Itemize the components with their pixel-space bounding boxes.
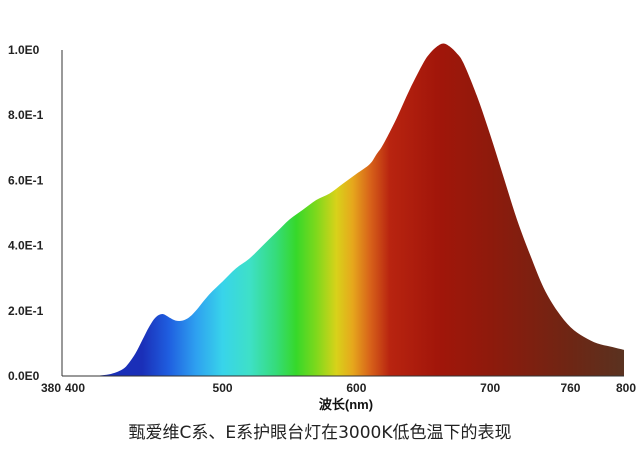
x-tick-label: 700	[480, 381, 500, 395]
x-tick-label: 800	[616, 381, 636, 395]
plot-area	[62, 43, 624, 377]
y-tick-label: 6.0E-1	[8, 173, 44, 187]
x-tick-label: 500	[213, 381, 233, 395]
x-tick-label: 600	[346, 381, 366, 395]
y-tick-label: 4.0E-1	[8, 239, 44, 253]
x-axis-label: 波长(nm)	[319, 397, 373, 412]
x-tick-labels: 380 400 500 600 700 760 800	[41, 381, 636, 395]
spectrum-area	[62, 43, 624, 377]
y-tick-label: 2.0E-1	[8, 304, 44, 318]
x-tick-label: 380	[41, 381, 61, 395]
x-tick-label: 760	[560, 381, 580, 395]
x-tick-label: 400	[65, 381, 85, 395]
y-tick-label: 0.0E0	[8, 369, 40, 383]
chart-caption: 甄爱维C系、E系护眼台灯在3000K低色温下的表现	[128, 423, 512, 443]
y-tick-labels: 0.0E0 2.0E-1 4.0E-1 6.0E-1 8.0E-1 1.0E0	[8, 43, 44, 383]
y-tick-label: 8.0E-1	[8, 108, 44, 122]
y-tick-label: 1.0E0	[8, 43, 40, 57]
